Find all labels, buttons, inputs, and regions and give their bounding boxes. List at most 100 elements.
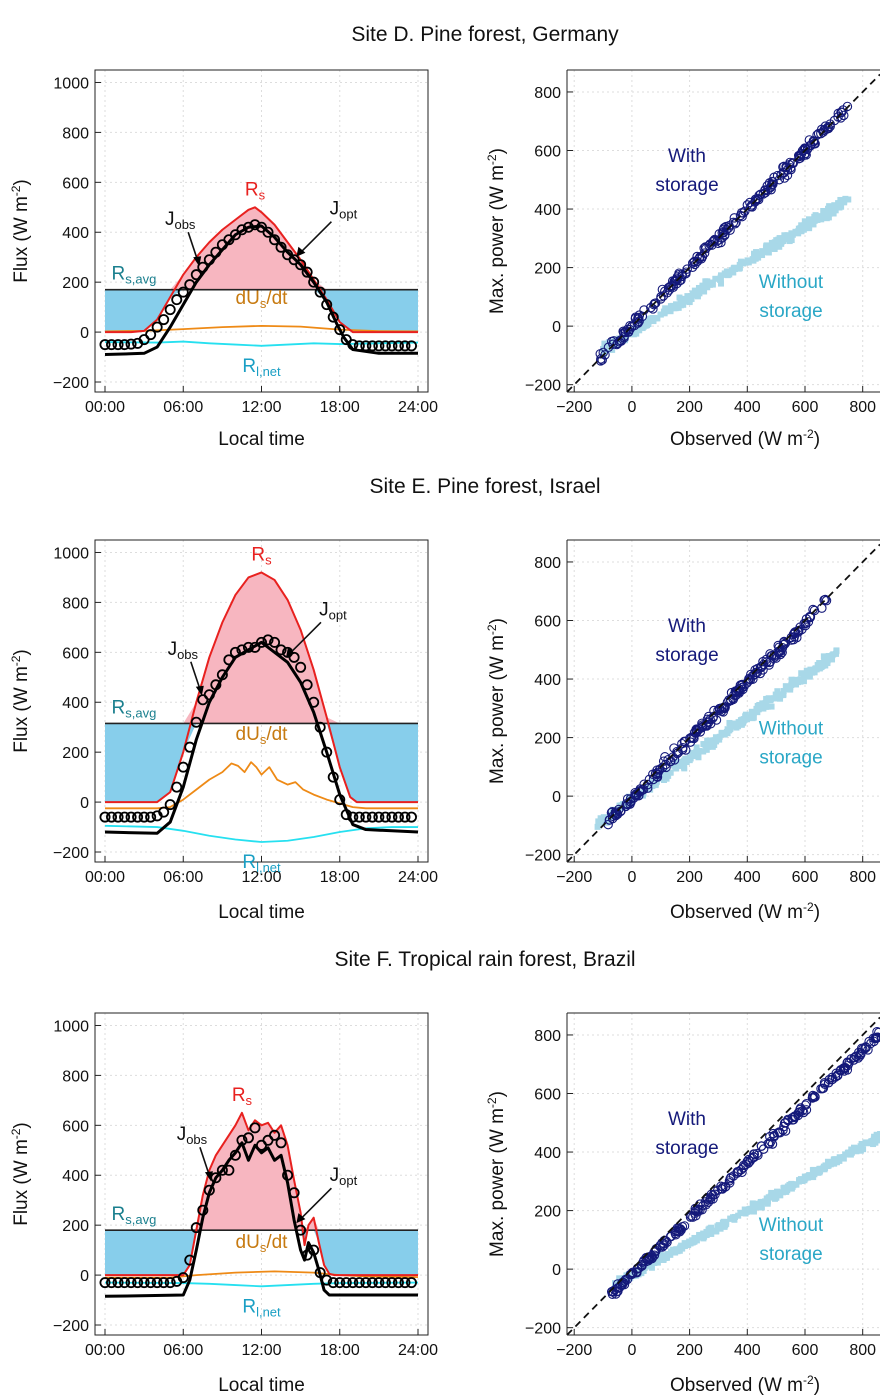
- without-storage-point: [691, 1236, 698, 1243]
- without-storage-point: [705, 1229, 712, 1236]
- jobs-point: [99, 339, 111, 351]
- without-storage-point: [753, 705, 760, 712]
- jobs-point: [125, 1277, 137, 1289]
- with-storage-point: [648, 769, 658, 779]
- without-storage-label: Without: [759, 272, 824, 293]
- jobs-point: [269, 234, 281, 246]
- without-storage-point: [673, 1246, 680, 1253]
- jobs-point: [405, 340, 417, 352]
- rsavg-label: Rs,avg: [112, 264, 157, 287]
- y-tick-label: 600: [534, 144, 561, 161]
- without-storage-label: Without: [759, 1215, 824, 1236]
- with-storage-point: [778, 1125, 788, 1135]
- with-storage-point: [808, 1092, 819, 1102]
- without-storage-point: [805, 668, 812, 675]
- dus-label-main: dU: [236, 1232, 260, 1253]
- without-storage-point: [662, 1253, 669, 1260]
- jobs-point: [184, 1254, 196, 1266]
- x-tick-label: 24:00: [398, 869, 438, 886]
- without-storage-point: [703, 746, 710, 753]
- with-storage-point: [720, 1181, 731, 1192]
- y-tick-label: 800: [534, 555, 561, 572]
- with-storage-point: [794, 150, 805, 161]
- rlnet-line: [104, 824, 418, 843]
- jopt-line: [104, 224, 418, 357]
- jobs-point: [353, 1277, 365, 1289]
- without-storage-point: [676, 294, 683, 301]
- with-storage-point: [634, 316, 644, 327]
- x-axis-label: Local time: [218, 1375, 305, 1396]
- jobs-point: [164, 799, 176, 811]
- dus-line: [104, 324, 419, 333]
- jobs-point: [366, 811, 378, 823]
- without-storage-point: [782, 683, 789, 690]
- without-storage-point: [595, 818, 602, 825]
- jopt-label: Jopt: [319, 599, 347, 622]
- jobs-point: [379, 340, 391, 352]
- without-storage-point: [742, 711, 749, 718]
- x-tick-label: 06:00: [163, 399, 203, 416]
- without-storage-point: [750, 709, 757, 716]
- x-axis-label: Observed (W m-2): [670, 900, 820, 923]
- without-storage-point: [730, 269, 737, 276]
- y-tick-label: 600: [62, 175, 89, 192]
- y-tick-label: 0: [80, 795, 89, 812]
- jobs-point: [392, 1277, 404, 1289]
- x-tick-label: −200: [556, 869, 592, 886]
- one-to-one-line: [567, 543, 880, 862]
- without-storage-point: [632, 793, 639, 800]
- without-storage-point: [635, 1271, 642, 1278]
- one-to-one-line: [567, 73, 880, 392]
- jobs-point: [392, 811, 404, 823]
- without-storage-point: [771, 695, 778, 702]
- with-storage-point: [758, 1144, 769, 1154]
- x-axis-label: Local time: [218, 429, 305, 450]
- dus-label: dUs/dt: [236, 1232, 289, 1255]
- jopt-label: Jopt: [330, 1165, 358, 1188]
- without-storage-point: [636, 327, 643, 334]
- jobs-point: [373, 811, 385, 823]
- with-storage-point: [649, 298, 660, 309]
- x-axis-label-part: Observed (W m: [670, 429, 803, 450]
- jobs-point: [236, 644, 248, 656]
- without-storage-point: [802, 224, 809, 231]
- dus-line: [105, 761, 418, 810]
- with-storage-point: [661, 1236, 671, 1246]
- site-2: Site F. Tropical rain forest, Brazil −200…: [9, 948, 880, 1396]
- rs-label: Rs: [232, 1085, 253, 1108]
- with-storage-point: [608, 339, 618, 350]
- with-storage-point: [758, 659, 769, 670]
- y-tick-label: 1000: [53, 1018, 89, 1035]
- jobs-point: [314, 1267, 326, 1279]
- with-storage-point: [849, 1052, 860, 1063]
- without-storage-point: [752, 255, 759, 262]
- jobs-point: [327, 311, 339, 323]
- site-0: Site D. Pine forest, Germany −200 0 200 400 6…: [9, 23, 880, 450]
- with-storage-point: [823, 1077, 834, 1088]
- without-storage-point: [795, 679, 802, 686]
- with-storage-point: [679, 1221, 690, 1231]
- x-tick-label: 0: [627, 399, 636, 416]
- jopt-label-main: J: [319, 599, 329, 620]
- without-storage-point: [754, 709, 761, 716]
- without-storage-point: [711, 741, 718, 748]
- x-axis-label-sup: -2: [803, 427, 814, 441]
- without-storage-point: [776, 1190, 783, 1197]
- without-storage-point: [784, 232, 791, 239]
- site-title: Site F. Tropical rain forest, Brazil: [334, 948, 635, 971]
- with-storage-point: [753, 1150, 763, 1160]
- without-storage-point: [751, 250, 758, 257]
- x-tick-label: 600: [792, 399, 819, 416]
- without-storage-point: [657, 311, 664, 318]
- x-tick-label: 0: [627, 1342, 636, 1359]
- y-tick-label: −200: [53, 375, 89, 392]
- without-storage-point: [740, 260, 747, 267]
- rlnet-label: Rl,net: [242, 852, 281, 875]
- without-storage-point: [731, 721, 738, 728]
- without-storage-point: [745, 257, 752, 264]
- rlnet-line: [104, 340, 419, 347]
- y-tick-label: 200: [534, 1204, 561, 1221]
- x-axis-label-sup: -2: [803, 900, 814, 914]
- x-tick-label: 24:00: [398, 399, 438, 416]
